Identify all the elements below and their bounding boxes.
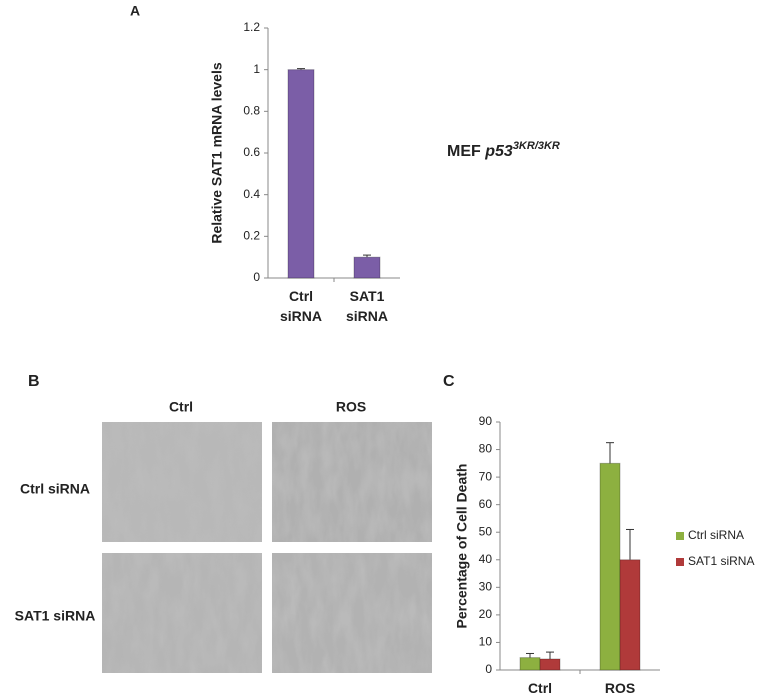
y-tick-label: 0.8	[243, 104, 260, 118]
y-tick-label: 1	[253, 62, 260, 76]
micrograph-texture	[272, 422, 432, 542]
y-tick-label: 50	[479, 524, 493, 538]
y-tick-label: 80	[479, 442, 493, 456]
panel-label: A	[130, 3, 140, 19]
x-tick-label: ROS	[604, 680, 636, 696]
panel-label: B	[28, 373, 40, 390]
x-tick-label: Ctrl siRNA	[279, 288, 322, 324]
column-label: Ctrl	[169, 399, 193, 415]
y-tick-label: 0	[253, 270, 260, 284]
y-tick-label: 1.2	[243, 20, 260, 34]
micrographs	[102, 422, 432, 673]
row-label: Ctrl siRNA	[20, 481, 90, 497]
row-label: SAT1 siRNA	[15, 608, 96, 624]
annotation-gene: p53	[484, 143, 513, 160]
y-axis-label: Relative SAT1 mRNA levels	[209, 62, 225, 244]
bar	[539, 658, 561, 671]
annotation-text: MEF	[447, 143, 481, 160]
bar	[599, 462, 621, 671]
annotation-sup: 3KR/3KR	[513, 140, 560, 152]
y-tick-label: 0.2	[243, 229, 260, 243]
bar	[519, 657, 541, 671]
micrograph-texture	[272, 553, 432, 673]
y-tick-label: 90	[479, 414, 493, 428]
y-tick-label: 30	[479, 580, 493, 594]
bar	[619, 559, 641, 671]
y-tick-label: 0.4	[243, 187, 260, 201]
y-tick-label: 20	[479, 607, 493, 621]
bar	[353, 256, 381, 279]
column-label: ROS	[336, 399, 366, 415]
y-tick-label: 40	[479, 552, 493, 566]
y-tick-label: 0	[485, 662, 492, 676]
panel-label: C	[443, 373, 455, 390]
legend-label: SAT1 siRNA	[688, 554, 754, 568]
x-tick-label: Ctrl	[527, 680, 553, 696]
legend-swatch	[676, 558, 684, 566]
legend-label: Ctrl siRNA	[688, 528, 744, 542]
bar	[287, 69, 315, 279]
y-tick-label: 60	[479, 497, 493, 511]
y-tick-label: 70	[479, 469, 493, 483]
micrograph-texture	[102, 553, 262, 673]
legend-swatch	[676, 532, 684, 540]
y-tick-label: 0.6	[243, 145, 260, 159]
x-tick-label: SAT1 siRNA	[345, 288, 388, 324]
micrograph-texture	[102, 422, 262, 542]
y-tick-label: 10	[479, 635, 493, 649]
annotation: MEF p533KR/3KR	[447, 140, 560, 160]
y-axis-label: Percentage of Cell Death	[454, 464, 470, 629]
